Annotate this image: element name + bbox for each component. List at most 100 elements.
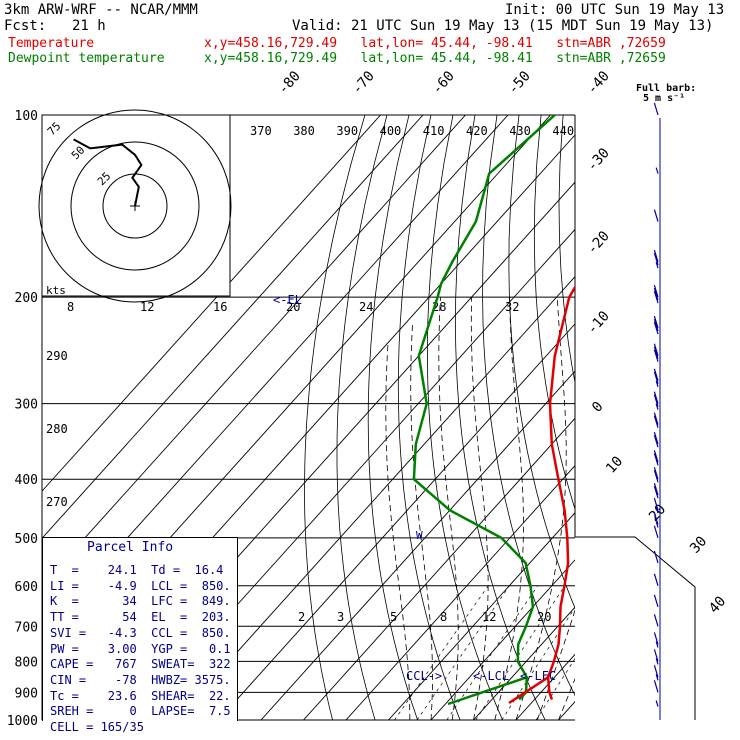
wind-barb-flag: [653, 391, 659, 404]
wind-barb: [653, 649, 659, 665]
wind-barb-flag: [653, 249, 659, 263]
pressure-tick-label: 500: [15, 532, 38, 547]
theta-e-label: 20: [286, 300, 300, 314]
parcel-info-row: CELL = 165/35: [50, 720, 144, 734]
dry-adiabat-line: [673, 115, 740, 720]
wind-barb-flag: [653, 431, 659, 445]
theta-label: 440: [552, 124, 574, 138]
dewpoint-line: [412, 115, 556, 701]
wind-barb-flag: [653, 371, 659, 384]
dry-adiabat-line: [304, 115, 366, 720]
pressure-tick-label: 800: [15, 655, 38, 670]
hodograph-unit: kts: [46, 284, 66, 297]
mixing-ratio-label: 20: [537, 610, 551, 624]
theta-label: 410: [423, 124, 445, 138]
wind-barb: [653, 467, 659, 483]
isotherm-line: [260, 370, 575, 720]
wind-barb-flag: [653, 453, 659, 466]
dry-adiabat-line: [558, 115, 575, 385]
mixing-ratio-label: 12: [482, 610, 496, 624]
theta-e-label: 24: [359, 300, 373, 314]
parcel-info-row: K = 34 LFC = 849.: [50, 594, 231, 609]
moist-adiabat-line: [410, 322, 433, 720]
profile-lines: [412, 115, 575, 701]
wind-barb-flag: [653, 343, 659, 356]
wind-barb: [653, 550, 659, 564]
wind-barb: [653, 391, 659, 410]
wind-barb: [653, 209, 659, 222]
wind-barb-flag: [653, 284, 659, 298]
wind-barb-flag: [653, 290, 659, 304]
isotherm-label: -60: [429, 68, 458, 98]
wind-barb-flag: [653, 209, 659, 222]
wind-barb: [655, 167, 659, 174]
wind-barb-flag: [653, 368, 659, 381]
mixing-ratio-line: [394, 585, 489, 720]
wind-barb-flag: [653, 594, 659, 607]
theta-label: 370: [250, 124, 272, 138]
wind-barb-flag: [655, 380, 659, 387]
theta-label: 430: [509, 124, 531, 138]
wind-barb: [653, 102, 659, 116]
parcel-info-title: Parcel Info: [87, 540, 174, 555]
wind-barb-flag: [655, 403, 659, 410]
parcel-info-row: PW = 3.00 YGP = 0.1: [50, 641, 231, 656]
wind-barb: [653, 249, 659, 269]
isotherm-line: [42, 115, 424, 540]
moist-adiabat-line: [536, 608, 575, 720]
dry-adiabat-grid: [304, 115, 740, 720]
moist-adiabat-line: [385, 344, 411, 720]
fcst-value: 21 h: [72, 18, 106, 34]
theta-w-label: 280: [46, 422, 68, 436]
wind-barb-flag: [653, 102, 659, 116]
wind-barb-flag: [653, 498, 659, 511]
isotherm-line: [430, 559, 575, 720]
legend-dewpoint-info: x,y=458.16,729.49 lat,lon= 45.44, -98.41…: [204, 51, 666, 66]
wind-barb-flag: [653, 321, 659, 335]
wind-barb-flag: [653, 573, 659, 586]
dry-adiabat-line: [397, 115, 461, 720]
wind-barb-flag: [653, 415, 659, 428]
isotherm-label: 30: [687, 533, 710, 556]
wind-barb: [653, 594, 659, 607]
dry-adiabat-line: [606, 115, 740, 720]
moist-adiabat-line: [558, 677, 575, 720]
pressure-tick-label: 1000: [7, 714, 38, 729]
moist-adiabat-line: [601, 297, 740, 720]
legend-temperature-info: x,y=458.16,729.49 lat,lon= 45.44, -98.41…: [204, 36, 666, 51]
pressure-tick-label: 200: [15, 291, 38, 306]
isotherm-label: -50: [505, 68, 534, 98]
theta-e-label: 32: [505, 300, 519, 314]
isotherm-label: 0: [589, 399, 607, 416]
wind-barb-flag: [655, 261, 659, 269]
mixing-ratio-line: [501, 606, 575, 720]
isotherm-line: [601, 115, 740, 720]
isotherm-line: [388, 512, 575, 720]
wind-barb-flag: [653, 252, 659, 266]
wind-barb-flag: [653, 486, 659, 499]
parcel-info-row: SREH = 0 LAPSE= 7.5: [50, 704, 231, 719]
parcel-info-row: SVI = -4.3 CCL = 850.: [50, 625, 231, 640]
extra-marks: [447, 676, 549, 706]
wind-barb: [653, 665, 659, 681]
wind-barb-flag: [655, 700, 659, 707]
parcel-info-row: TT = 54 EL = 203.: [50, 610, 231, 625]
pressure-tick-label: 300: [15, 398, 38, 413]
wind-barb-flag: [653, 434, 659, 448]
wind-barb: [653, 632, 659, 648]
theta-e-label: 16: [213, 300, 227, 314]
isotherm-label: -80: [275, 68, 304, 98]
lcl-marker: <-LCL: [473, 669, 510, 683]
parcel-tail: [508, 676, 549, 705]
isotherm-label: -20: [584, 228, 613, 258]
wind-barb-flag: [655, 521, 659, 528]
dewpoint-tail: [447, 676, 528, 706]
isotherm-label: -70: [349, 68, 378, 98]
wind-barb: [653, 614, 659, 627]
el-marker: <-EL: [273, 293, 302, 307]
legend-dewpoint: Dewpoint temperature: [8, 51, 165, 66]
wind-barb-flag: [653, 318, 659, 332]
fcst-label: Fcst:: [4, 18, 47, 34]
isotherm-label: 10: [603, 453, 626, 476]
parcel-info-row: Tc = 23.6 SHEAR= 22.: [50, 688, 231, 703]
